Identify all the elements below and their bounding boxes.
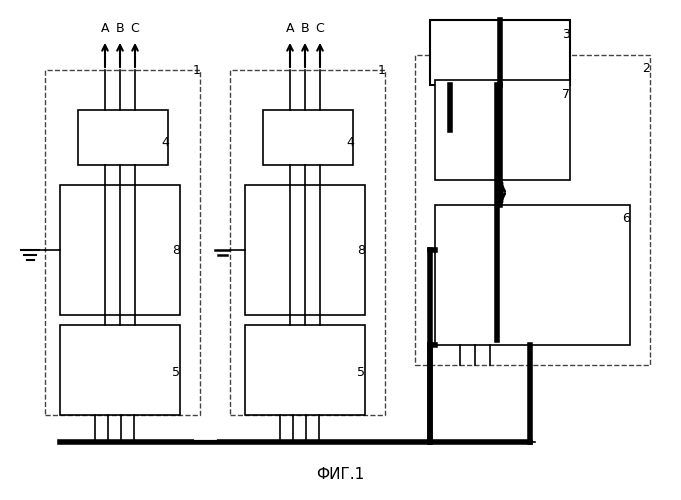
Text: 1: 1 (193, 64, 201, 77)
Text: 4: 4 (161, 136, 169, 148)
Bar (60, 185, 180, 315)
Bar (435, 205, 630, 345)
Text: 1: 1 (378, 64, 386, 77)
Text: C: C (315, 22, 324, 35)
Bar (45, 70, 200, 415)
Text: 4: 4 (346, 136, 354, 148)
Text: 5: 5 (172, 366, 180, 378)
Text: 7: 7 (562, 88, 570, 101)
Text: 3: 3 (562, 28, 570, 41)
Bar (435, 80, 570, 180)
Bar (60, 325, 180, 415)
Bar (230, 70, 385, 415)
Text: 8: 8 (357, 244, 365, 256)
Bar (430, 20, 570, 85)
Bar (245, 185, 365, 315)
Bar (263, 110, 353, 165)
Text: B: B (301, 22, 309, 35)
Bar (78, 110, 168, 165)
Bar (245, 325, 365, 415)
Text: A: A (101, 22, 109, 35)
Text: 2: 2 (642, 62, 650, 75)
Text: 6: 6 (622, 212, 630, 225)
Text: A: A (286, 22, 294, 35)
Text: 5: 5 (357, 366, 365, 378)
Bar (415, 55, 650, 365)
Text: C: C (131, 22, 140, 35)
Text: ФИГ.1: ФИГ.1 (316, 467, 364, 482)
Text: B: B (116, 22, 125, 35)
Text: 8: 8 (172, 244, 180, 256)
